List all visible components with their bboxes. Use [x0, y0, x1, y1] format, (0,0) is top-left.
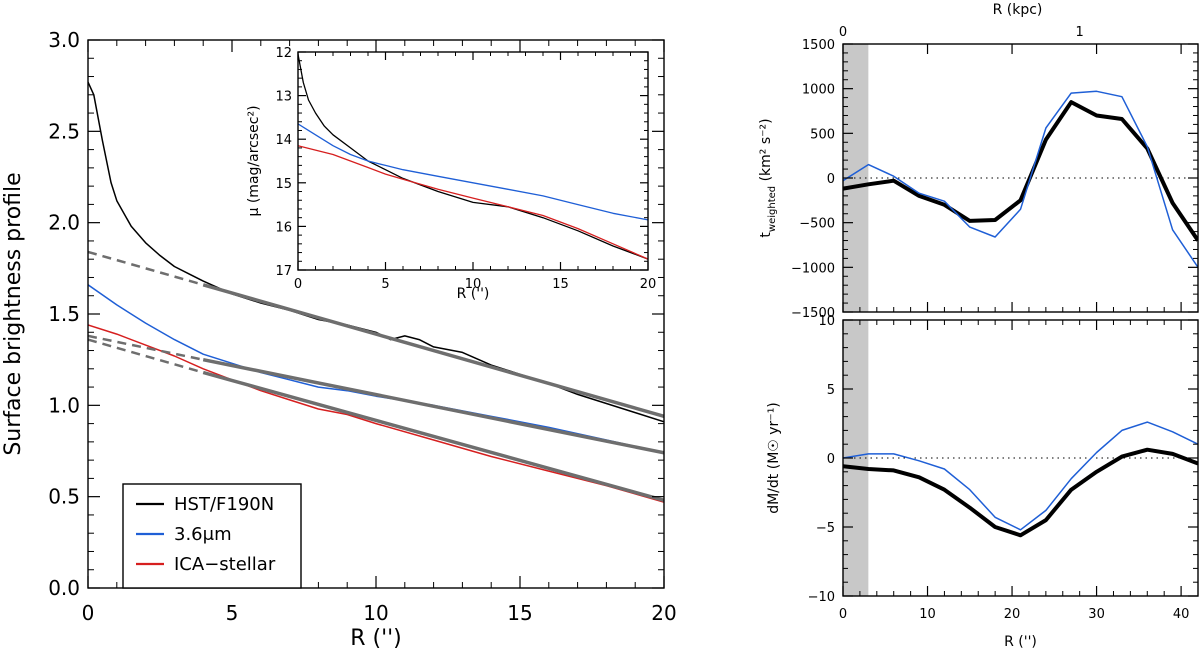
y-tick-label: 13: [275, 90, 292, 105]
series-line-hst-f190n: [298, 54, 648, 260]
y-tick-label: 5: [827, 383, 835, 398]
y-tick-label: 1.5: [48, 302, 80, 326]
torque-y-axis-title-units: (km² s⁻²): [758, 118, 774, 185]
y-axis-title: Surface brightness profile: [1, 172, 26, 455]
x-tick-label: 30: [1088, 607, 1105, 622]
x-axis-title: R (''): [350, 626, 402, 651]
plot-area: [843, 320, 1198, 596]
plot-area: [843, 44, 1198, 312]
x-tick-label: 15: [507, 601, 532, 625]
series-line-fit-hst: [202, 283, 664, 418]
series-line-fit-irac-extrap: [88, 334, 204, 361]
top-x-tick-label: 1: [1076, 25, 1084, 40]
series-line-fit-ica-extrap: [88, 338, 204, 374]
y-tick-label: 1500: [802, 38, 835, 53]
y-tick-label: 14: [275, 133, 292, 148]
torque-y-axis-title: tweighted (km² s⁻²): [758, 118, 778, 237]
x-tick-label: 20: [651, 601, 676, 625]
y-tick-label: 17: [275, 264, 292, 279]
torque-y-axis-title-sub: weighted: [767, 186, 778, 232]
x-tick-label: 40: [1173, 607, 1190, 622]
x-tick-label: 0: [839, 607, 847, 622]
y-tick-label: −500: [799, 217, 835, 232]
inflow-x-axis-title: R (''): [1004, 634, 1037, 650]
x-tick-label: 5: [381, 277, 389, 292]
y-tick-label: 500: [810, 127, 835, 142]
x-tick-label: 15: [552, 277, 569, 292]
plot-area: [298, 54, 648, 260]
torque-y-axis-title-main: t: [758, 232, 774, 238]
panel-inset-magnitude: 0 5 10 15 20 12 13 14 15 16 17 R ('') μ (mag/arcsec²…: [246, 46, 656, 302]
y-tick-label: 2.0: [48, 211, 80, 235]
legend-box: [122, 483, 302, 589]
y-tick-label: 0: [827, 452, 835, 467]
x-tick-label: 10: [919, 607, 936, 622]
series-line-ica-stellar: [88, 324, 664, 503]
y-tick-label: −10: [808, 590, 835, 605]
plot-area: [88, 81, 664, 503]
x-tick-label: 20: [640, 277, 657, 292]
series-line-fit-irac: [202, 357, 664, 455]
y-tick-label: 3.0: [48, 28, 80, 52]
series-line-hst-f190n: [843, 447, 1198, 538]
panel-inflow-rate: 0 10 20 30 40 −10 −5 0 5 10 R ('') dM/dt (M☉ yr⁻¹): [766, 314, 1199, 650]
y-tick-label: 1000: [802, 83, 835, 98]
series-line-fit-ica: [202, 370, 664, 502]
series-line-3-6-m: [843, 90, 1198, 268]
x-tick-label: 0: [294, 277, 302, 292]
y-tick-label: −1500: [791, 306, 835, 321]
series-line-fit-hst-extrap: [88, 250, 204, 287]
series-line-hst-f190n: [843, 100, 1198, 242]
y-tick-label: 0: [827, 172, 835, 187]
y-tick-label: 0.0: [48, 576, 80, 600]
inflow-y-axis-title: dM/dt (M☉ yr⁻¹): [766, 402, 782, 514]
panel-surface-brightness: 0 5 10 15 20 0.0 0.5 1.0 1.5 2.0 2.5 3.0 R ('') Surfa…: [1, 28, 677, 651]
x-tick-label: 10: [363, 601, 388, 625]
x-tick-label: 10: [465, 277, 482, 292]
panel-torque: −1500 −1000 −500 0 500 1000 1500 0 1 R (kpc) tweig…: [758, 2, 1199, 321]
y-tick-label: −5: [816, 521, 835, 536]
y-tick-label: 15: [275, 177, 292, 192]
top-x-axis-title: R (kpc): [993, 2, 1043, 18]
x-tick-label: 20: [1004, 607, 1021, 622]
inset-x-axis-title: R (''): [457, 286, 490, 302]
y-tick-label: 10: [818, 314, 835, 329]
series-line-3-6-m: [88, 284, 664, 454]
legend: HST/F190N 3.6μm ICA−stellar: [122, 483, 302, 589]
y-tick-label: 16: [275, 220, 292, 235]
y-tick-label: 12: [275, 46, 292, 61]
y-tick-label: 0.5: [48, 485, 80, 509]
y-tick-label: 2.5: [48, 119, 80, 143]
legend-label: HST/F190N: [174, 494, 274, 515]
legend-label: 3.6μm: [174, 524, 232, 545]
series-line-3-6-m: [298, 123, 648, 221]
y-tick-label: 1.0: [48, 393, 80, 417]
y-tick-label: −1000: [791, 261, 835, 276]
legend-label: ICA−stellar: [174, 554, 276, 575]
x-tick-label: 5: [226, 601, 239, 625]
top-x-tick-label: 0: [839, 25, 847, 40]
x-tick-label: 0: [82, 601, 95, 625]
series-line-ica-stellar: [298, 145, 648, 260]
series-line-3-6-m: [843, 421, 1198, 531]
inset-y-axis-title: μ (mag/arcsec²): [246, 105, 262, 216]
